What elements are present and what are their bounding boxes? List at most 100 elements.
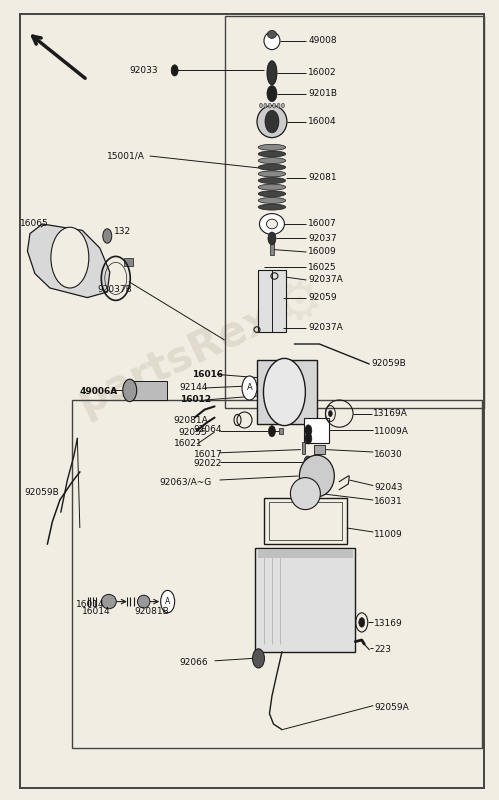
Ellipse shape (281, 103, 284, 108)
Bar (255, 548, 355, 652)
Text: 16030: 16030 (374, 450, 403, 459)
Text: 16017: 16017 (194, 450, 223, 459)
Ellipse shape (258, 198, 286, 203)
Text: 16009: 16009 (308, 247, 337, 257)
Text: 92037B: 92037B (97, 285, 132, 294)
Bar (269, 502, 342, 540)
Ellipse shape (259, 103, 262, 108)
Circle shape (268, 426, 275, 437)
Text: 132: 132 (114, 227, 131, 237)
Text: 92081A: 92081A (174, 416, 209, 426)
Text: A: A (165, 597, 170, 606)
Circle shape (268, 232, 276, 245)
Polygon shape (27, 224, 110, 298)
Text: 16031: 16031 (374, 497, 403, 506)
Text: 11009A: 11009A (374, 427, 409, 437)
Text: 13169A: 13169A (373, 409, 408, 418)
Text: 16025: 16025 (308, 262, 337, 272)
Text: 92037A: 92037A (308, 323, 343, 333)
Text: 16014: 16014 (82, 607, 111, 617)
Ellipse shape (264, 32, 280, 50)
Bar (258, 270, 286, 332)
Ellipse shape (137, 595, 150, 608)
Text: 92043: 92043 (374, 483, 403, 493)
Circle shape (103, 229, 112, 243)
Ellipse shape (258, 158, 286, 163)
Text: 16004: 16004 (308, 117, 337, 126)
Text: 223: 223 (374, 645, 391, 654)
Circle shape (171, 65, 178, 76)
Text: 92059B: 92059B (372, 359, 407, 369)
Bar (258, 550, 353, 558)
Ellipse shape (257, 106, 287, 138)
Bar (124, 258, 133, 266)
Text: 16007: 16007 (308, 219, 337, 229)
Circle shape (265, 110, 279, 133)
Text: 92037: 92037 (308, 234, 337, 243)
Text: 92033: 92033 (130, 66, 158, 75)
Ellipse shape (101, 594, 116, 609)
Circle shape (51, 227, 89, 288)
Ellipse shape (299, 455, 334, 497)
Circle shape (242, 376, 257, 400)
Text: 92064: 92064 (194, 425, 222, 434)
Bar (270, 241, 274, 255)
Ellipse shape (290, 478, 320, 510)
Text: 92144: 92144 (180, 383, 208, 393)
Ellipse shape (268, 103, 271, 108)
Text: 92037A: 92037A (308, 275, 343, 285)
Bar (279, 428, 283, 434)
Ellipse shape (259, 214, 284, 234)
Text: 16065: 16065 (20, 219, 49, 229)
Text: 92022: 92022 (194, 459, 222, 469)
Ellipse shape (258, 144, 286, 150)
Bar (264, 498, 347, 544)
Circle shape (305, 433, 312, 444)
Text: 92059A: 92059A (374, 702, 409, 712)
Ellipse shape (277, 103, 280, 108)
Text: ⚙: ⚙ (276, 278, 323, 330)
Text: 92059B: 92059B (24, 488, 59, 498)
Ellipse shape (258, 191, 286, 197)
Text: 92066: 92066 (180, 658, 208, 667)
Text: 92059: 92059 (308, 293, 337, 302)
Circle shape (304, 456, 312, 469)
Text: 16014: 16014 (76, 600, 104, 610)
Ellipse shape (258, 151, 286, 157)
Bar (257, 360, 317, 424)
Circle shape (267, 86, 277, 102)
Text: 92081: 92081 (308, 173, 337, 182)
Ellipse shape (258, 164, 286, 170)
Ellipse shape (264, 103, 267, 108)
Text: 92081B: 92081B (135, 607, 170, 617)
Bar (225, 16, 484, 408)
Ellipse shape (258, 171, 286, 177)
Bar (314, 445, 325, 454)
Bar (72, 400, 482, 748)
Text: 16021: 16021 (174, 439, 202, 449)
Circle shape (359, 618, 365, 627)
Text: partsRex: partsRex (70, 297, 279, 423)
Circle shape (328, 410, 332, 417)
Bar (130, 381, 167, 400)
Text: 13169: 13169 (374, 619, 403, 629)
Text: 16016: 16016 (192, 370, 223, 379)
Ellipse shape (258, 204, 286, 210)
Ellipse shape (258, 184, 286, 190)
Circle shape (263, 358, 305, 426)
Text: 16002: 16002 (308, 68, 337, 78)
Text: 11009: 11009 (374, 530, 403, 539)
Text: 92055: 92055 (179, 428, 207, 438)
Text: 15001/A: 15001/A (107, 151, 145, 161)
Ellipse shape (267, 61, 277, 85)
Bar (304, 418, 329, 443)
Circle shape (252, 649, 264, 668)
Text: A: A (247, 383, 252, 393)
Text: 92063/A~G: 92063/A~G (160, 477, 212, 486)
Ellipse shape (272, 103, 275, 108)
Ellipse shape (258, 178, 286, 183)
Circle shape (123, 379, 137, 402)
Circle shape (161, 590, 175, 613)
Ellipse shape (267, 30, 276, 38)
Text: 9201B: 9201B (308, 89, 337, 98)
